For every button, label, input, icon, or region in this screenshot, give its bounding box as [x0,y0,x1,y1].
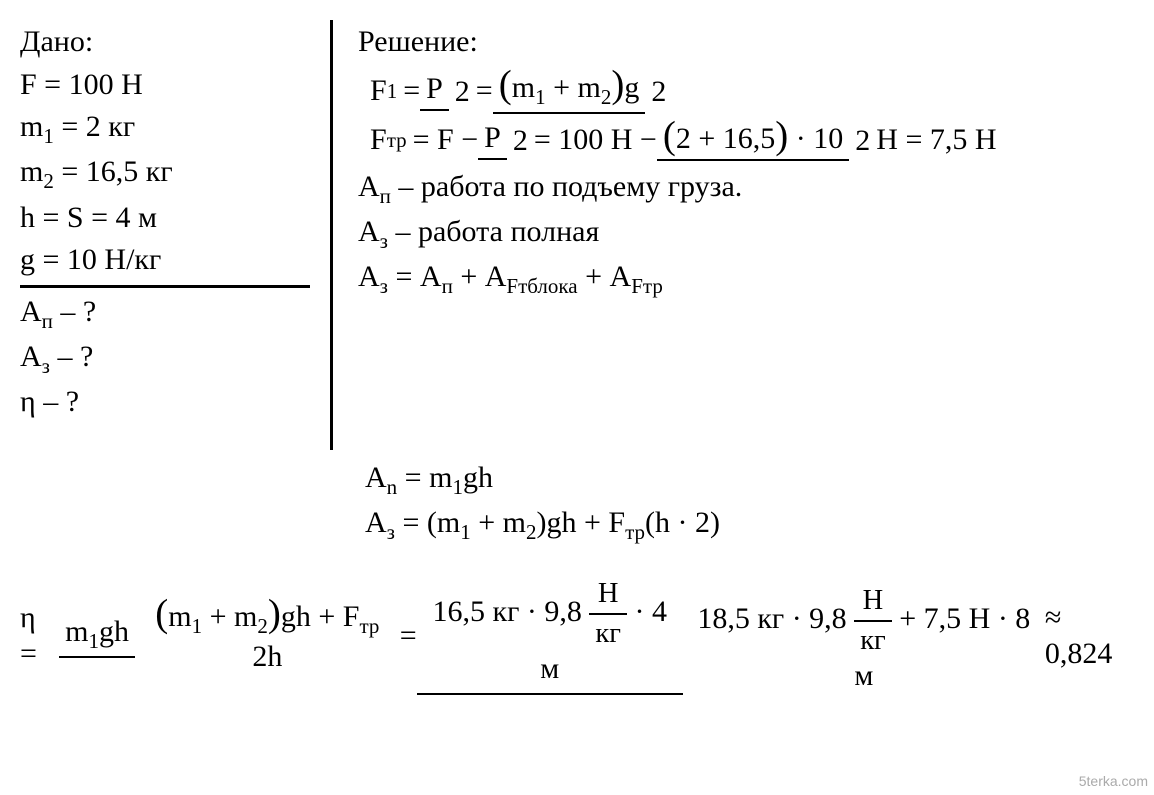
given-column: Дано: F = 100 Н m1 = 2 кг m2 = 16,5 кг h… [20,20,330,450]
solution-column: Решение: F1 = P 2 = ((mm1 + m2)g 2 Fтр =… [358,20,1134,450]
find-ap: Aп – ? [20,292,310,335]
given-h: h = S = 4 м [20,198,310,239]
solution-title: Решение: [358,22,1134,63]
equation-f1: F1 = P 2 = ((mm1 + m2)g 2 [370,69,1134,114]
eta-frac-symbolic: m1gh (m1 + m2)gh + Fтр 2h [59,596,400,675]
find-az: Aз – ? [20,337,310,380]
given-force: F = 100 Н [20,65,310,106]
note-ap: Aп – работа по подъему груза. [358,167,1134,210]
equation-az-full: Aз = (m1 + m2)gh + Fтр(h · 2) [365,503,1134,546]
given-m2: m2 = 16,5 кг [20,152,310,195]
given-m1: m1 = 2 кг [20,107,310,150]
equation-az-sum: Aз = Aп + AFтблока + AFтр [358,257,1134,300]
eta-frac-numeric: 16,5 кг · 9,8 Нкг · 4 м 18,5 кг · 9,8 Нк… [417,577,1045,695]
equation-eta: η = m1gh (m1 + m2)gh + Fтр 2h = 16,5 кг … [20,577,1134,695]
find-eta: η – ? [20,382,310,423]
vertical-separator [330,20,333,450]
top-section: Дано: F = 100 Н m1 = 2 кг m2 = 16,5 кг h… [20,20,1134,450]
watermark: 5terka.com [1079,773,1148,789]
equation-an: An = m1gh [365,458,1134,501]
given-g: g = 10 Н/кг [20,240,310,281]
horizontal-separator [20,285,310,288]
equation-ftr: Fтр = F − P 2 = 100 Н − (2 + 16,5) · 10 … [370,120,1134,161]
given-title: Дано: [20,22,310,63]
note-az: Aз – работа полная [358,212,1134,255]
mid-equations: An = m1gh Aз = (m1 + m2)gh + Fтр(h · 2) [365,458,1134,547]
